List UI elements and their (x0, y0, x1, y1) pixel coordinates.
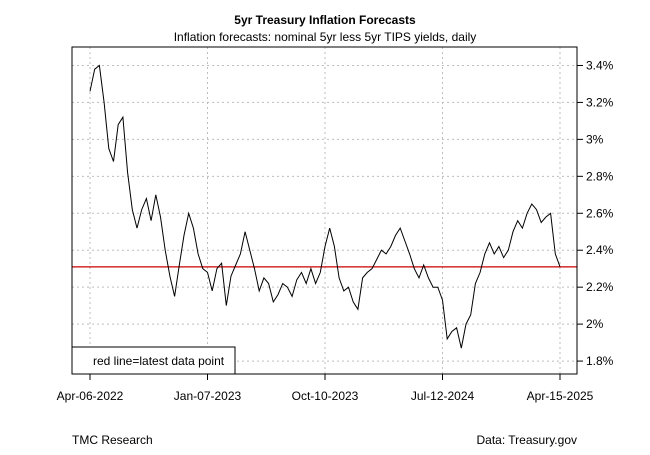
y-tick-label: 1.8% (586, 354, 614, 368)
y-tick-label: 2.4% (586, 243, 614, 257)
x-tick-label: Jan-07-2023 (174, 389, 242, 403)
x-axis: Apr-06-2022 Jan-07-2023 Oct-10-2023 Jul-12-… (57, 374, 594, 403)
y-axis: 1.8% 2% 2.2% 2.4% 2.6% 2.8% 3% 3.2% 3.4% (577, 58, 614, 368)
legend-box (71, 346, 236, 375)
x-tick-label: Apr-06-2022 (57, 389, 124, 403)
chart-title: 5yr Treasury Inflation Forecasts (234, 13, 416, 27)
legend: red line=latest data point (71, 346, 236, 375)
x-tick-label: Jul-12-2024 (411, 389, 475, 403)
y-tick-label: 2.6% (586, 206, 614, 220)
x-tick-label: Apr-15-2025 (527, 389, 594, 403)
y-tick-label: 2.8% (586, 169, 614, 183)
y-tick-label: 3% (586, 132, 604, 146)
footer-right: Data: Treasury.gov (477, 433, 578, 447)
series-line (89, 64, 561, 349)
y-tick-label: 3.2% (586, 95, 614, 109)
grid (72, 47, 577, 374)
chart-subtitle: Inflation forecasts: nominal 5yr less 5y… (174, 30, 477, 44)
plot-frame (71, 46, 578, 375)
y-tick-label: 2.2% (586, 280, 614, 294)
x-tick-label: Oct-10-2023 (292, 389, 359, 403)
y-tick-label: 3.4% (586, 58, 614, 72)
footer-left: TMC Research (72, 433, 153, 447)
legend-text: red line=latest data point (93, 354, 225, 368)
y-tick-label: 2% (586, 317, 604, 331)
